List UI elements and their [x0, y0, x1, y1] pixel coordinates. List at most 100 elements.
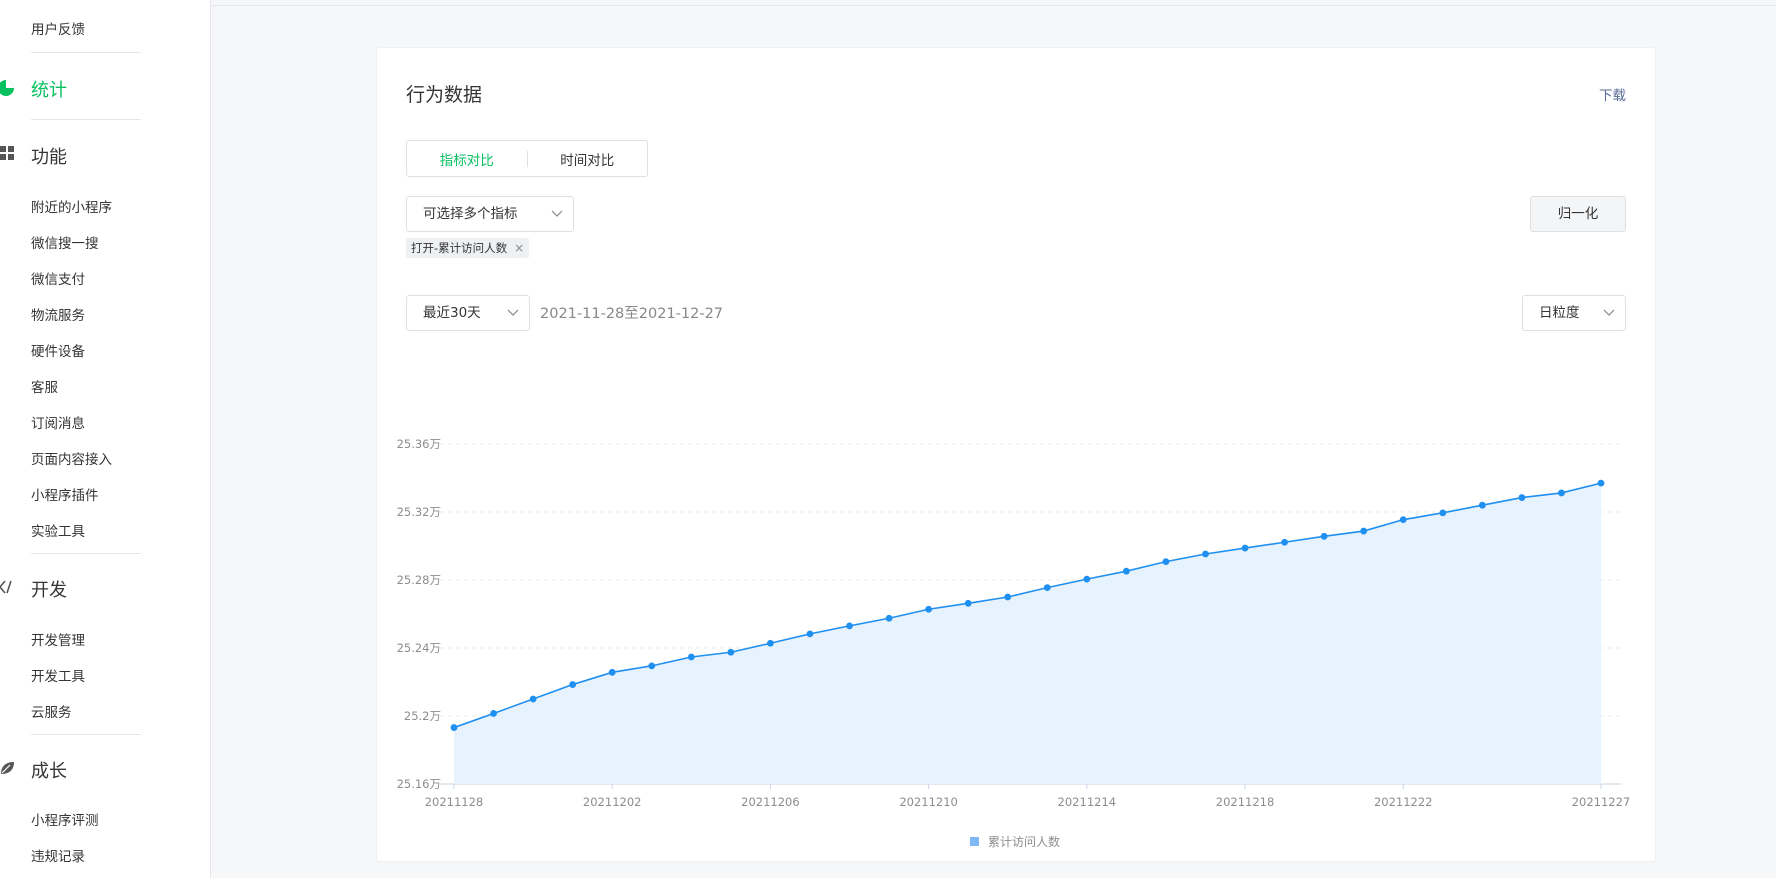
chevron-down-icon — [507, 309, 519, 316]
data-point[interactable] — [1597, 479, 1605, 487]
data-point[interactable] — [1083, 575, 1091, 583]
series-area — [454, 483, 1601, 784]
sidebar: 用户反馈 统计 功能 附近的小程序 微信搜一搜 微信支付 物流服务 硬件设备 客… — [0, 0, 211, 878]
data-point[interactable] — [767, 639, 774, 647]
tab-time-compare[interactable]: 时间对比 — [560, 152, 615, 169]
data-point[interactable] — [1004, 593, 1012, 601]
tag-label: 打开-累计访问人数 — [411, 241, 508, 255]
sidebar-item-dev-manage[interactable]: 开发管理 — [31, 633, 85, 649]
legend-swatch — [970, 837, 979, 846]
series-points — [450, 479, 1605, 731]
top-border — [0, 5, 1776, 6]
sidebar-group-growth[interactable]: 成长 — [31, 761, 67, 782]
data-point[interactable] — [687, 653, 695, 661]
data-point[interactable] — [490, 710, 497, 717]
data-point[interactable] — [1162, 558, 1170, 566]
leaf-icon — [1, 762, 14, 774]
sidebar-item-dev-tools[interactable]: 开发工具 — [31, 669, 85, 685]
tab-metric-compare[interactable]: 指标对比 — [439, 152, 494, 169]
sidebar-item-pay[interactable]: 微信支付 — [31, 272, 85, 288]
data-point[interactable] — [1399, 516, 1407, 524]
sidebar-divider — [31, 553, 141, 554]
sidebar-item-plugin[interactable]: 小程序插件 — [31, 488, 99, 504]
data-point[interactable] — [1122, 567, 1130, 575]
sidebar-item-feedback[interactable]: 用户反馈 — [31, 22, 85, 38]
metric-select[interactable]: 可选择多个指标 — [406, 196, 574, 232]
data-point[interactable] — [1360, 527, 1368, 535]
chart-legend[interactable]: 累计访问人数 — [970, 834, 1060, 849]
data-point[interactable] — [925, 605, 933, 613]
x-tick-label: 20211218 — [1216, 795, 1275, 809]
line-chart: 25.16万 25.2万 25.24万 25.28万 25.32万 25.36万 2021… — [397, 437, 1631, 849]
y-tick-label: 25.24万 — [397, 641, 441, 655]
legend-label: 累计访问人数 — [988, 834, 1060, 849]
sidebar-item-logistics[interactable]: 物流服务 — [31, 308, 85, 324]
data-point[interactable] — [569, 681, 577, 688]
grid-icon — [0, 146, 14, 160]
code-icon — [0, 580, 12, 594]
y-tick-label: 25.16万 — [397, 777, 441, 791]
data-point[interactable] — [1241, 544, 1249, 552]
data-point[interactable] — [964, 599, 972, 607]
data-point[interactable] — [1558, 489, 1565, 497]
sidebar-item-search[interactable]: 微信搜一搜 — [31, 236, 99, 252]
data-point[interactable] — [846, 622, 853, 630]
x-tick-label: 20211227 — [1572, 795, 1631, 809]
sidebar-group-features[interactable]: 功能 — [31, 147, 67, 168]
sidebar-item-nearby[interactable]: 附近的小程序 — [31, 200, 112, 216]
data-point[interactable] — [806, 630, 814, 638]
tab-separator — [526, 150, 528, 167]
x-tick-label: 20211206 — [741, 795, 800, 809]
sidebar-item-cloud[interactable]: 云服务 — [31, 705, 72, 721]
data-point[interactable] — [1202, 550, 1209, 558]
sidebar-group-dev[interactable]: 开发 — [31, 580, 67, 601]
sidebar-divider — [31, 734, 141, 735]
range-select[interactable]: 最近30天 — [406, 295, 530, 331]
y-tick-label: 25.28万 — [397, 573, 441, 587]
data-point[interactable] — [648, 662, 656, 670]
x-axis-ticks: 20211128 20211202 20211206 20211210 20211214… — [425, 784, 1631, 809]
sidebar-divider — [31, 52, 141, 53]
data-point[interactable] — [1320, 532, 1328, 540]
data-point[interactable] — [727, 648, 735, 656]
data-point[interactable] — [608, 668, 616, 676]
x-tick-label: 20211222 — [1374, 795, 1433, 809]
series-line — [453, 482, 1602, 729]
sidebar-item-violation[interactable]: 违规记录 — [31, 849, 85, 865]
sidebar-divider — [31, 119, 141, 120]
download-link[interactable]: 下载 — [1599, 88, 1626, 104]
sidebar-item-experiment[interactable]: 实验工具 — [31, 524, 85, 540]
data-point[interactable] — [885, 614, 893, 622]
y-tick-label: 25.36万 — [397, 437, 441, 451]
sidebar-item-service[interactable]: 客服 — [31, 380, 58, 396]
sidebar-item-hardware[interactable]: 硬件设备 — [31, 344, 85, 360]
y-tick-label: 25.32万 — [397, 505, 441, 519]
chevron-down-icon — [551, 210, 563, 217]
selected-metric-tag: 打开-累计访问人数 × — [406, 238, 530, 258]
y-tick-label: 25.2万 — [404, 709, 441, 723]
data-point[interactable] — [450, 724, 458, 731]
sidebar-group-stats[interactable]: 统计 — [31, 80, 67, 101]
granularity-select[interactable]: 日粒度 — [1522, 295, 1626, 331]
data-point[interactable] — [529, 695, 537, 703]
normalize-button[interactable]: 归一化 — [1530, 196, 1626, 232]
chevron-down-icon — [1603, 309, 1615, 316]
data-point[interactable] — [1439, 509, 1447, 517]
pie-chart-icon — [0, 80, 14, 96]
date-range-text: 2021-11-28至2021-12-27 — [540, 306, 724, 322]
granularity-select-label: 日粒度 — [1539, 305, 1580, 321]
sidebar-item-subscribe[interactable]: 订阅消息 — [31, 416, 85, 432]
sidebar-item-review[interactable]: 小程序评测 — [31, 813, 99, 829]
compare-tabs: 指标对比 时间对比 — [406, 140, 648, 177]
close-icon[interactable]: × — [514, 241, 525, 255]
x-tick-label: 20211214 — [1058, 795, 1117, 809]
card-title: 行为数据 — [406, 84, 483, 106]
x-tick-label: 20211210 — [899, 795, 958, 809]
data-point[interactable] — [1043, 584, 1051, 592]
data-point[interactable] — [1281, 538, 1288, 546]
x-tick-label: 20211202 — [583, 795, 642, 809]
sidebar-item-page-content[interactable]: 页面内容接入 — [31, 452, 112, 468]
data-point[interactable] — [1478, 501, 1486, 509]
x-tick-label: 20211128 — [425, 795, 484, 809]
data-point[interactable] — [1518, 494, 1526, 501]
